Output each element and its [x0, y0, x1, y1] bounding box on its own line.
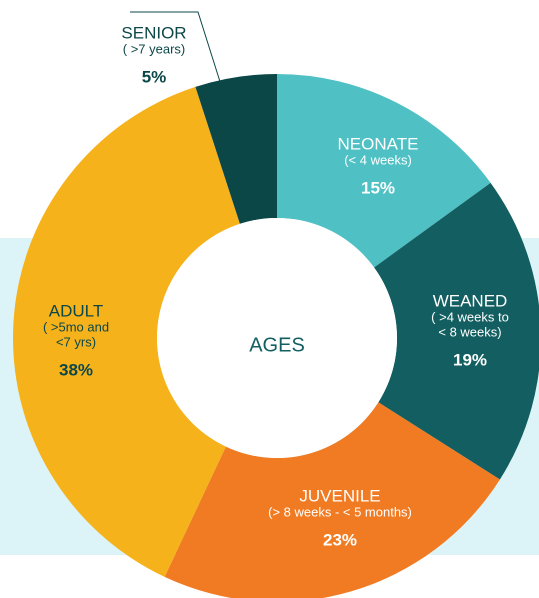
slice-description: < 8 weeks) [438, 324, 501, 339]
slice-name: JUVENILE [299, 486, 380, 505]
value-label: 19% [453, 350, 487, 369]
slice-description: (> 8 weeks - < 5 months) [268, 504, 412, 519]
slice [277, 74, 491, 268]
slice-description: (< 4 weeks) [344, 152, 412, 167]
slice-name: SENIOR [121, 23, 186, 42]
slice-description: <7 yrs) [56, 334, 96, 349]
center-label: AGES [249, 334, 305, 356]
slice [164, 402, 500, 598]
value-label: 23% [323, 530, 357, 549]
slice [12, 86, 240, 577]
slice-description: ( >5mo and [43, 319, 109, 334]
value-label: 38% [59, 360, 93, 379]
value-label: 5% [142, 67, 167, 86]
slice-name: ADULT [49, 301, 103, 320]
leader-line [130, 11, 223, 89]
slice-name: WEANED [433, 291, 508, 310]
donut-hole [157, 218, 397, 458]
slice-description: ( >7 years) [123, 41, 186, 56]
slice-name: NEONATE [338, 134, 419, 153]
slice-description: ( >4 weeks to [431, 309, 509, 324]
value-label: 15% [361, 178, 395, 197]
slice [195, 74, 277, 224]
slice [374, 182, 539, 480]
